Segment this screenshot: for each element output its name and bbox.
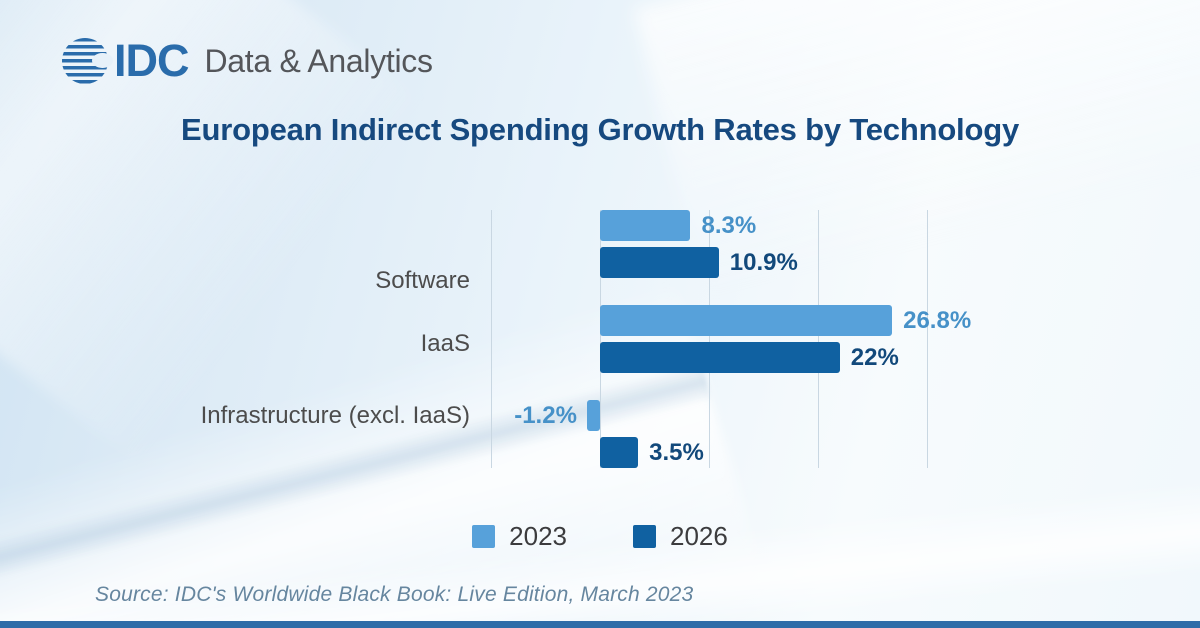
gridline xyxy=(491,210,492,468)
value-label: -1.2% xyxy=(514,401,577,429)
category-label: Infrastructure (excl. IaaS) xyxy=(200,402,470,429)
category-label: IaaS xyxy=(420,330,470,357)
legend-label: 2023 xyxy=(509,521,567,551)
legend-item-2023: 2023 xyxy=(472,523,567,549)
bar-2023 xyxy=(600,305,893,336)
source-note: Source: IDC's Worldwide Black Book: Live… xyxy=(95,583,694,606)
value-label: 22% xyxy=(850,343,899,371)
bar-2026 xyxy=(600,342,840,373)
category-label: Software xyxy=(375,267,470,294)
chart-legend: 2023 2026 xyxy=(0,523,1200,549)
bottom-accent-bar xyxy=(0,621,1200,628)
bar-2023 xyxy=(600,210,691,241)
legend-swatch xyxy=(633,524,656,548)
value-label: 3.5% xyxy=(649,438,704,466)
legend-swatch xyxy=(472,524,496,548)
gridline xyxy=(818,210,819,468)
gridline xyxy=(927,210,928,468)
value-label: 26.8% xyxy=(903,306,972,334)
value-label: 8.3% xyxy=(701,211,757,239)
bar-2023 xyxy=(586,400,600,431)
bar-2026 xyxy=(600,437,639,468)
value-label: 10.9% xyxy=(729,248,798,276)
bar-2026 xyxy=(600,247,719,278)
legend-item-2026: 2026 xyxy=(633,523,728,549)
legend-label: 2026 xyxy=(670,521,728,551)
